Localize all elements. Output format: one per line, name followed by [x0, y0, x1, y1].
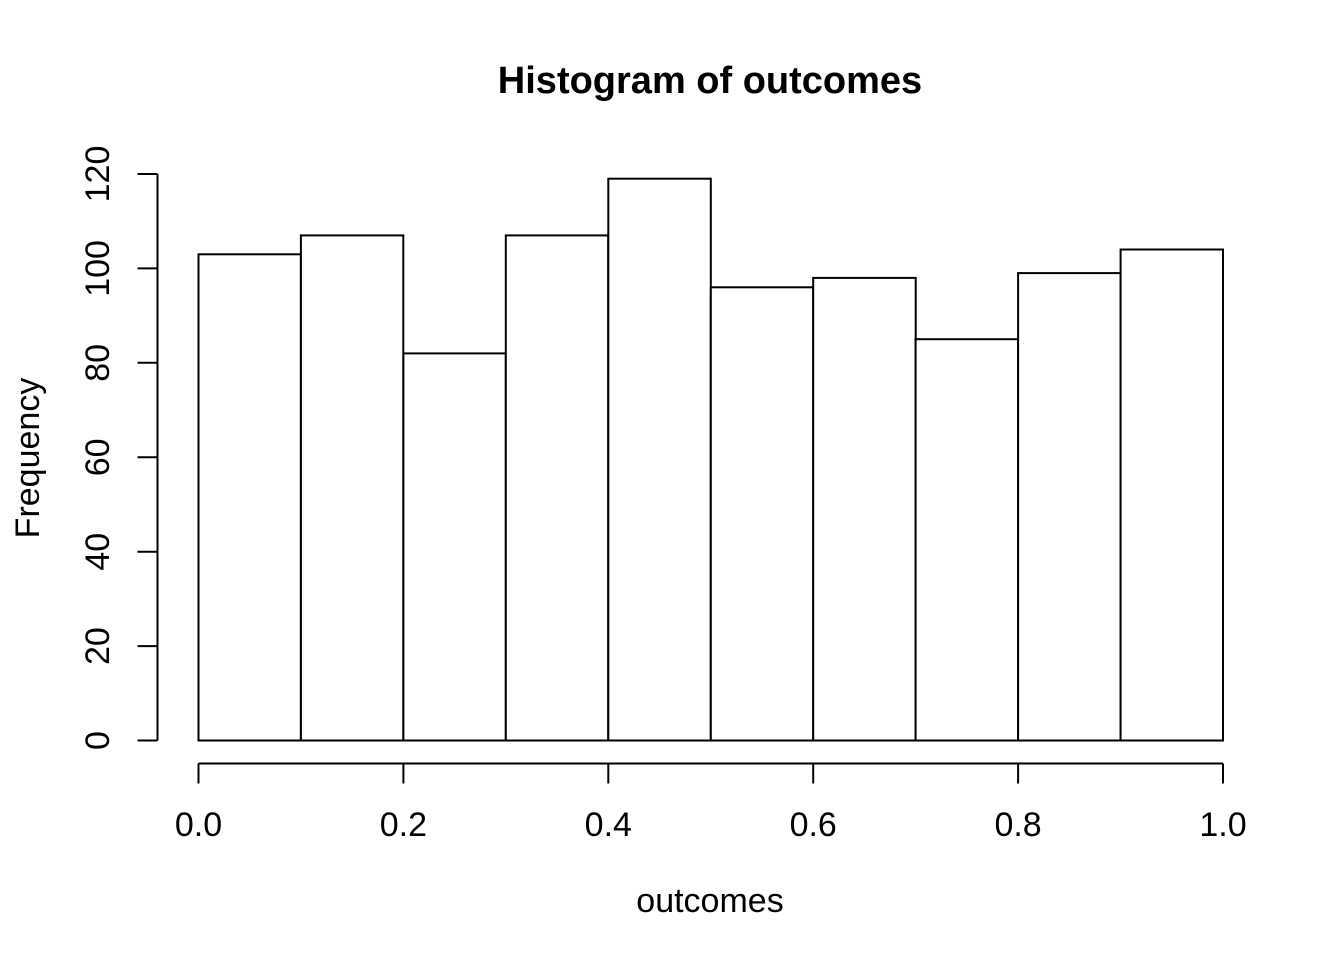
x-tick-label: 0.6: [790, 806, 837, 844]
x-tick-label: 0.2: [380, 806, 427, 844]
histogram-bar-6: [812, 276, 917, 742]
y-tick-label: 20: [79, 627, 117, 665]
histogram-bar-1: [299, 234, 405, 742]
x-tick-label: 1.0: [1199, 806, 1246, 844]
x-tick-label: 0.8: [994, 806, 1041, 844]
x-axis-label: outcomes: [636, 882, 784, 920]
histogram-bar-5: [709, 286, 815, 742]
y-tick-label: 60: [79, 438, 117, 476]
histogram-bar-9: [1119, 248, 1224, 742]
x-tick-label: 0.0: [175, 806, 222, 844]
histogram-bar-3: [504, 234, 610, 742]
histogram-bar-7: [914, 338, 1020, 742]
y-axis-label: Frequency: [9, 377, 47, 539]
y-tick-label: 0: [79, 731, 117, 750]
histogram-bar-0: [197, 253, 302, 742]
chart-title: Histogram of outcomes: [497, 60, 923, 102]
y-tick-label: 80: [79, 344, 117, 382]
y-tick-label: 40: [79, 533, 117, 571]
y-tick-label: 120: [79, 146, 117, 203]
histogram-bar-2: [402, 352, 507, 742]
histogram-bar-8: [1017, 272, 1122, 742]
x-tick-label: 0.4: [585, 806, 632, 844]
histogram-bar-4: [607, 177, 712, 742]
y-tick-label: 100: [79, 240, 117, 297]
